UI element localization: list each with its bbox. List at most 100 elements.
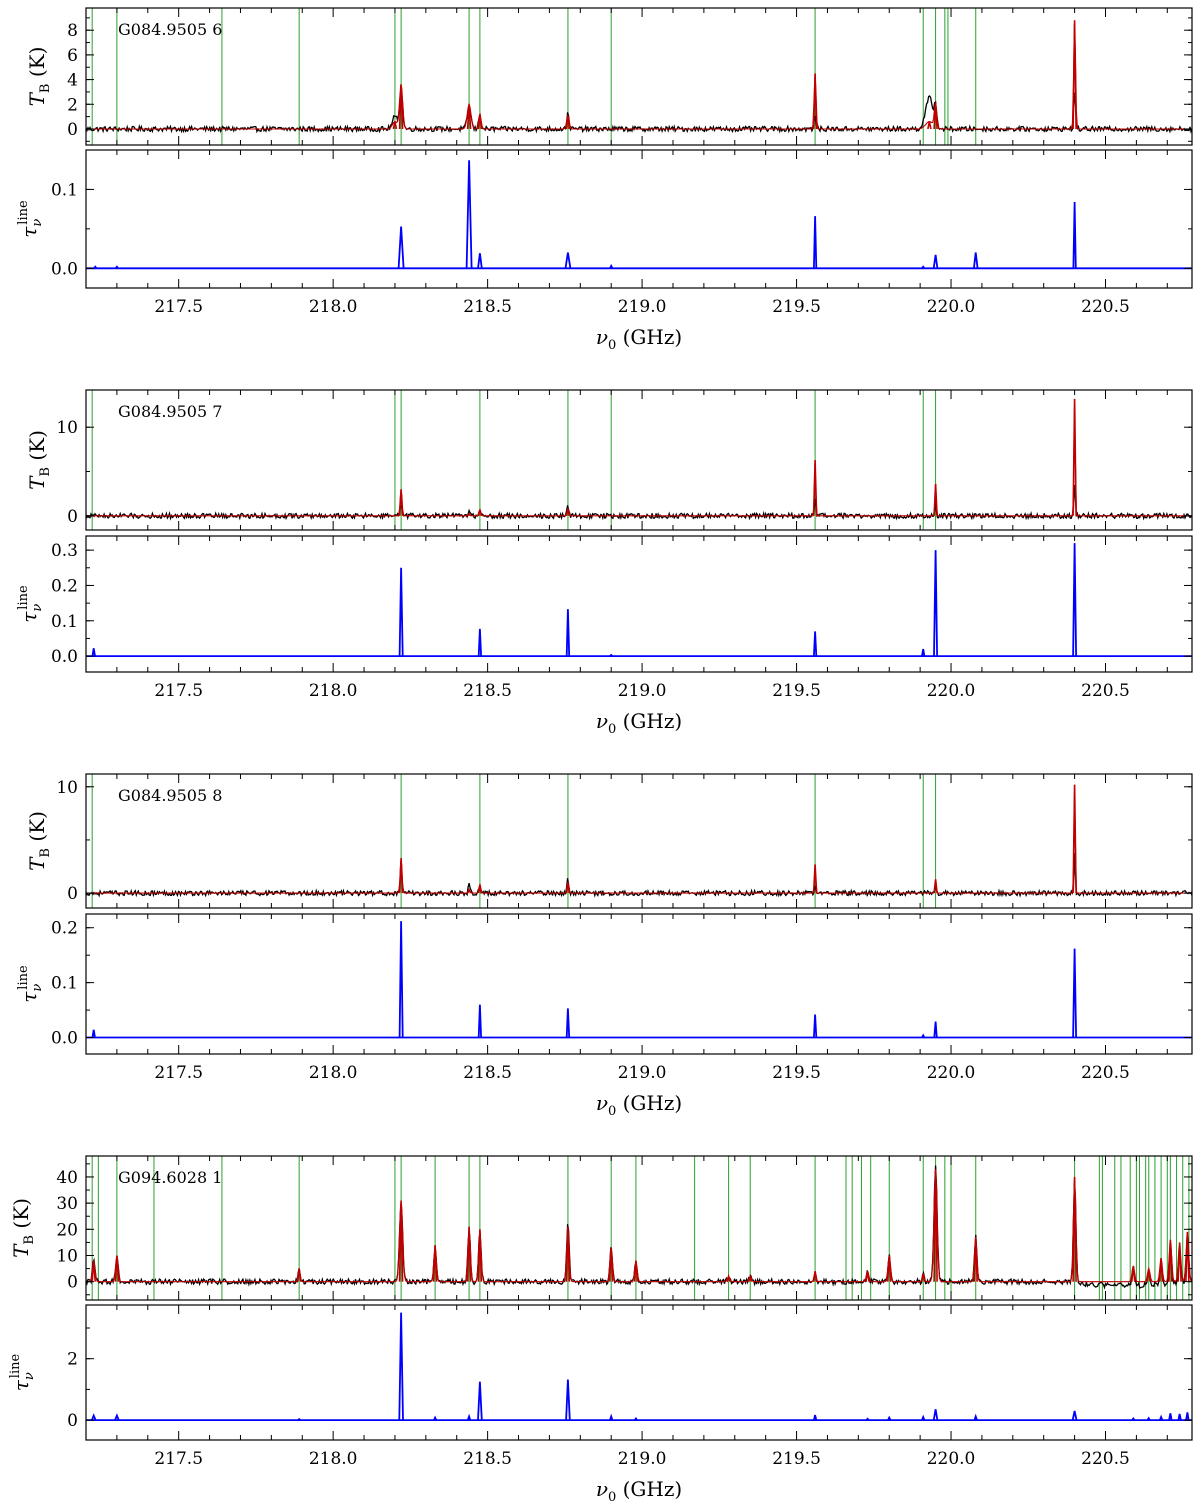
x-tick-label: 217.5 [154, 1063, 203, 1083]
model-peaks [91, 1169, 1190, 1282]
tau-axis-label: τνline [16, 200, 45, 238]
tb-panel: 0 10 20 30 40 G094.6028 1 TB (K) [9, 1155, 1193, 1301]
x-tick-label: 219.0 [618, 681, 667, 701]
y-tick-label: 10 [56, 418, 78, 438]
x-tick-label: 219.0 [618, 297, 667, 317]
x-tick-label: 218.0 [309, 1063, 358, 1083]
tb-data [86, 774, 1192, 908]
y-tick-label: 6 [67, 46, 78, 66]
panel-label: G094.6028 1 [118, 1168, 222, 1187]
y-tick-label: 0 [67, 507, 78, 527]
y-tick-label: 0.1 [51, 180, 78, 200]
y-tick-label: 8 [67, 21, 78, 41]
x-axis-label: ν0 (GHz) [596, 1091, 682, 1119]
x-tick-label: 220.5 [1081, 297, 1130, 317]
x-tick-label: 219.5 [772, 1449, 821, 1469]
tb-panel: 0 10 G084.9505 7 TB (K) [25, 389, 1193, 531]
panel-label: G084.9505 7 [118, 402, 222, 421]
x-tick-label: 220.0 [927, 681, 976, 701]
model-spectrum [86, 407, 1192, 517]
x-tick-label: 219.0 [618, 1449, 667, 1469]
x-tick-label: 219.5 [772, 1063, 821, 1083]
tb-data [86, 1156, 1192, 1300]
x-axis-label: ν0 (GHz) [596, 1477, 682, 1505]
x-tick-label: 220.0 [927, 1063, 976, 1083]
spectrum-panel-3: 0 10 G084.9505 8 TB (K) 0.0 0.1 0.2 τνline 217.5… [16, 773, 1193, 1119]
y-tick-label: 0 [67, 1273, 78, 1293]
y-tick-label: 0.1 [51, 612, 78, 632]
x-tick-label: 219.5 [772, 681, 821, 701]
tb-axis-label: TB (K) [25, 47, 53, 107]
tb-data [86, 8, 1192, 145]
x-tick-label: 219.0 [618, 1063, 667, 1083]
plot-frame [85, 389, 1193, 531]
plot-frame [85, 773, 1193, 909]
tau-data [86, 160, 1192, 270]
tb-data [86, 390, 1192, 530]
observed-spectrum [86, 484, 1192, 521]
y-tick-label: 0 [67, 884, 78, 904]
x-tick-label: 220.5 [1081, 681, 1130, 701]
y-tick-label: 0.0 [51, 259, 78, 279]
x-axis-label: ν0 (GHz) [596, 325, 682, 353]
y-tick-label: 10 [56, 1246, 78, 1266]
spectrum-panel-1: 0 2 4 6 8 G084.9505 6 TB (K) 0.0 0.1 τνline 217.5 2… [16, 7, 1193, 353]
tau-axis-label: τνline [16, 585, 45, 623]
x-tick-label: 220.5 [1081, 1449, 1130, 1469]
y-tick-label: 0.0 [51, 647, 78, 667]
x-tick-label: 220.0 [927, 297, 976, 317]
opacity-spectrum [86, 543, 1192, 657]
tb-axis-label: TB (K) [25, 430, 53, 490]
x-tick-label: 218.5 [463, 1063, 512, 1083]
model-peaks [392, 20, 1077, 130]
tb-axis-label: TB (K) [25, 811, 53, 871]
y-tick-label: 10 [56, 778, 78, 798]
tb-panel: 0 2 4 6 8 G084.9505 6 TB (K) [25, 7, 1193, 146]
tau-data [86, 921, 1192, 1039]
x-tick-label: 218.5 [463, 681, 512, 701]
plot-frame [85, 1304, 1193, 1441]
y-tick-label: 20 [56, 1220, 78, 1240]
observed-spectrum [86, 1165, 1192, 1290]
x-tick-label: 218.0 [309, 297, 358, 317]
model-peaks [398, 784, 1077, 894]
model-spectrum [86, 1169, 1192, 1283]
y-tick-label: 0.0 [51, 1029, 78, 1049]
x-tick-label: 218.0 [309, 681, 358, 701]
x-tick-label: 217.5 [154, 681, 203, 701]
tau-data [86, 543, 1192, 657]
x-tick-label: 219.5 [772, 297, 821, 317]
x-tick-label: 220.0 [927, 1449, 976, 1469]
opacity-spectrum [86, 921, 1192, 1039]
x-tick-label: 218.5 [463, 1449, 512, 1469]
opacity-spectrum [86, 160, 1192, 270]
plot-frame [85, 7, 1193, 146]
y-tick-label: 4 [67, 71, 78, 91]
y-tick-label: 30 [56, 1194, 78, 1214]
plot-frame [85, 1155, 1193, 1301]
model-spectrum [86, 792, 1192, 894]
y-tick-label: 0 [67, 1411, 78, 1431]
tau-data [86, 1312, 1192, 1421]
x-tick-label: 218.5 [463, 297, 512, 317]
observed-spectrum [86, 89, 1192, 134]
plot-frame [85, 535, 1193, 673]
x-tick-label: 217.5 [154, 1449, 203, 1469]
x-axis-label: ν0 (GHz) [596, 709, 682, 737]
plot-frame [85, 149, 1193, 289]
panel-label: G084.9505 6 [118, 20, 222, 39]
y-tick-label: 0.1 [51, 974, 78, 994]
y-tick-label: 40 [56, 1168, 78, 1188]
y-tick-label: 0.2 [51, 919, 78, 939]
x-tick-label: 220.5 [1081, 1063, 1130, 1083]
opacity-spectrum [86, 1312, 1192, 1421]
tau-panel: 0.0 0.1 τνline 217.5 218.0 218.5 219.0 219.5 220… [16, 149, 1193, 353]
tb-panel: 0 10 G084.9505 8 TB (K) [25, 773, 1193, 909]
y-tick-label: 2 [67, 1350, 78, 1370]
tau-panel: 0.0 0.1 0.2 0.3 τνline 217.5 218.0 218.5 219.0 21… [16, 535, 1193, 737]
spectrum-panel-4: 0 10 20 30 40 G094.6028 1 TB (K) 0 2 τνline 217.5 2… [8, 1155, 1193, 1505]
tau-panel: 0.0 0.1 0.2 τνline 217.5 218.0 218.5 219.0 219.5… [16, 913, 1193, 1119]
x-tick-label: 217.5 [154, 297, 203, 317]
model-peaks [398, 398, 1077, 517]
